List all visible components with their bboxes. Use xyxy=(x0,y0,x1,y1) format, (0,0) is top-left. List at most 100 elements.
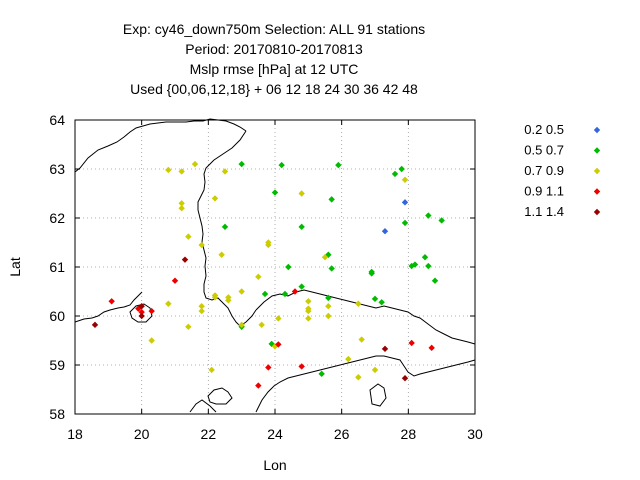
data-point xyxy=(345,355,352,363)
data-point xyxy=(238,321,245,329)
data-point xyxy=(261,290,269,298)
data-point xyxy=(381,228,389,235)
data-point xyxy=(185,233,192,240)
data-point xyxy=(381,345,389,353)
data-point xyxy=(181,256,189,263)
data-point xyxy=(278,161,285,169)
data-point xyxy=(398,165,405,173)
y-tick-label: 61 xyxy=(49,259,65,275)
legend-label: 1.1 1.4 xyxy=(524,204,564,219)
data-point xyxy=(138,308,145,316)
x-tick-label: 30 xyxy=(467,426,483,442)
x-axis-label: Lon xyxy=(263,457,286,473)
data-point xyxy=(221,168,229,175)
data-point xyxy=(178,168,185,175)
data-point xyxy=(355,300,362,307)
data-point xyxy=(148,307,155,315)
coastline-saaremaa xyxy=(189,399,217,413)
data-point xyxy=(298,283,305,290)
data-point xyxy=(165,166,172,174)
data-point xyxy=(275,315,282,322)
data-point xyxy=(368,270,375,277)
data-point xyxy=(138,303,145,310)
data-point xyxy=(185,323,192,330)
x-tick-label: 24 xyxy=(267,426,283,442)
data-point xyxy=(138,312,145,320)
legend: 0.2 0.5 0.5 0.7 0.7 0.9 0.9 1.1 1.1 1.4 xyxy=(524,122,601,219)
y-tick-label: 60 xyxy=(49,308,65,324)
data-point xyxy=(431,277,439,284)
x-tick-label: 20 xyxy=(134,426,150,442)
data-point xyxy=(225,297,232,304)
data-point xyxy=(171,277,179,284)
title-line-2: Period: 20170810-20170813 xyxy=(185,41,363,57)
data-point xyxy=(298,363,305,370)
data-point xyxy=(325,312,332,320)
title-line-1: Exp: cy46_down750m Selection: ALL 91 sta… xyxy=(123,21,425,37)
data-point xyxy=(355,374,362,381)
data-point xyxy=(318,370,325,378)
data-point xyxy=(391,170,399,178)
data-point xyxy=(325,303,332,310)
data-point xyxy=(328,196,335,203)
title-line-3: Mslp rmse [hPa] at 12 UTC xyxy=(190,61,359,77)
y-tick-label: 59 xyxy=(49,357,65,373)
data-point xyxy=(298,223,305,231)
data-point xyxy=(255,273,262,280)
data-point xyxy=(421,254,429,261)
data-point xyxy=(208,366,215,374)
data-point xyxy=(291,288,299,295)
data-point xyxy=(425,212,432,219)
data-point xyxy=(238,288,245,295)
data-point xyxy=(305,298,312,305)
x-tick-label: 26 xyxy=(334,426,350,442)
data-point xyxy=(265,241,272,249)
y-tick-label: 63 xyxy=(49,161,65,177)
legend-label: 0.9 1.1 xyxy=(524,184,564,199)
data-point xyxy=(401,375,409,382)
data-point xyxy=(335,161,342,169)
data-point xyxy=(305,307,312,315)
y-tick-label: 62 xyxy=(49,210,65,226)
legend-marker xyxy=(593,188,601,195)
data-point xyxy=(408,262,415,270)
data-point xyxy=(265,364,272,371)
coastline-finland-west xyxy=(197,130,257,327)
title-line-4: Used {00,06,12,18} + 06 12 18 24 30 36 4… xyxy=(130,81,418,97)
y-axis-label: Lat xyxy=(7,257,23,277)
data-point xyxy=(211,195,219,202)
coastline-sweden-south xyxy=(74,291,143,323)
data-point xyxy=(298,190,305,197)
data-point xyxy=(371,295,379,303)
y-tick-label: 64 xyxy=(49,112,65,128)
data-point xyxy=(108,298,115,305)
data-point xyxy=(281,290,289,298)
legend-marker xyxy=(593,167,601,175)
data-point xyxy=(211,294,219,301)
x-axis-ticks: 18 20 22 24 26 28 30 xyxy=(67,120,483,442)
data-point xyxy=(305,315,312,322)
data-point xyxy=(285,263,292,271)
data-point xyxy=(428,344,435,352)
legend-label: 0.5 0.7 xyxy=(524,143,564,158)
data-point xyxy=(371,366,379,374)
data-point xyxy=(401,199,409,206)
coastline-aland xyxy=(129,303,153,323)
data-point xyxy=(218,251,225,258)
data-point xyxy=(198,241,205,249)
coastline-sweden xyxy=(74,118,247,173)
legend-label: 0.2 0.5 xyxy=(524,122,564,137)
data-point xyxy=(358,336,365,343)
data-point xyxy=(255,382,262,389)
data-point xyxy=(275,341,282,348)
data-point xyxy=(328,265,335,272)
chart-title: Exp: cy46_down750m Selection: ALL 91 sta… xyxy=(123,21,425,97)
data-point xyxy=(165,300,172,307)
legend-marker xyxy=(593,147,601,154)
data-point xyxy=(178,200,185,207)
data-point xyxy=(425,262,432,270)
data-point xyxy=(198,303,205,310)
data-point xyxy=(378,299,385,306)
data-point xyxy=(321,254,329,261)
